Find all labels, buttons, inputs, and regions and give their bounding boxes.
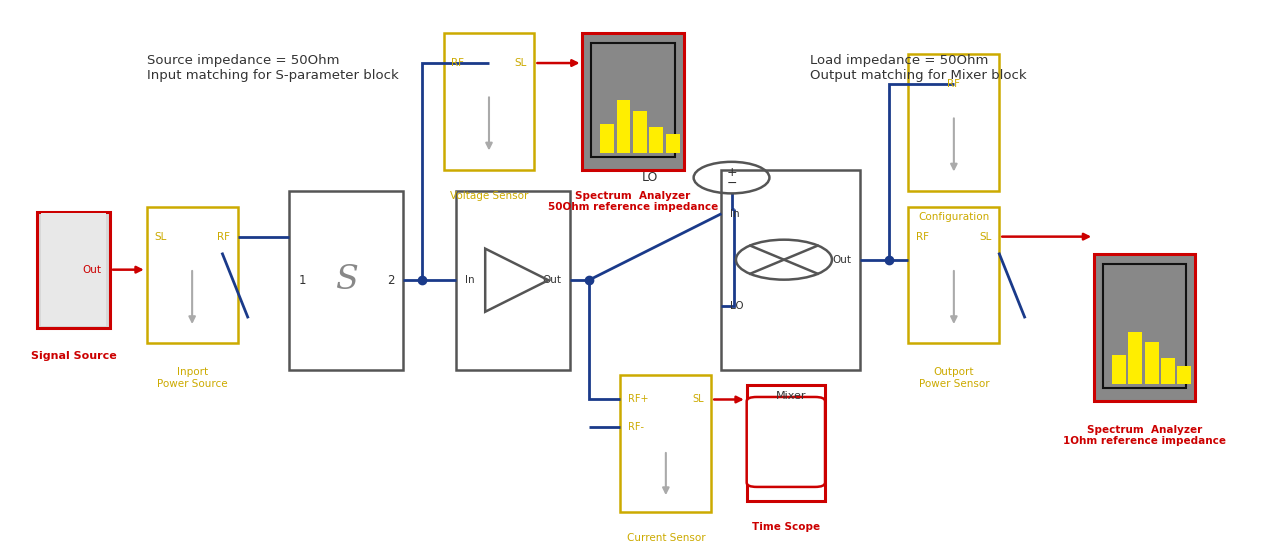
Text: Source impedance = 50Ohm
Input matching for S-parameter block: Source impedance = 50Ohm Input matching … (147, 54, 399, 82)
FancyBboxPatch shape (747, 397, 825, 487)
Bar (1103, 264, 1186, 388)
Text: RF: RF (451, 58, 465, 68)
Text: LO: LO (642, 171, 658, 184)
Bar (1112, 356, 1125, 384)
Text: SL: SL (154, 232, 167, 242)
Bar (620, 375, 711, 512)
Text: Load impedance = 50Ohm
Output matching for Mixer block: Load impedance = 50Ohm Output matching f… (810, 54, 1027, 82)
Bar (1177, 366, 1191, 384)
Text: Spectrum  Analyzer
50Ohm reference impedance: Spectrum Analyzer 50Ohm reference impeda… (548, 191, 718, 212)
Bar (909, 206, 999, 343)
Text: Out: Out (82, 264, 101, 275)
Bar (633, 111, 647, 153)
Bar (617, 100, 630, 153)
Bar (1094, 254, 1195, 401)
Text: SL: SL (693, 395, 704, 405)
Text: In: In (465, 275, 475, 285)
Bar (147, 206, 238, 343)
Bar (1161, 358, 1175, 384)
Text: Voltage Sensor: Voltage Sensor (449, 191, 528, 201)
Text: −: − (727, 176, 737, 190)
Text: RF: RF (947, 79, 961, 89)
Bar (1128, 332, 1142, 384)
Text: 1: 1 (299, 274, 306, 287)
Text: Current Sensor: Current Sensor (627, 533, 705, 542)
Bar (443, 33, 534, 170)
Text: +: + (727, 166, 737, 179)
Text: LO: LO (730, 301, 744, 311)
Text: SL: SL (514, 58, 527, 68)
Bar (1144, 342, 1158, 384)
Bar (582, 33, 684, 170)
Bar (649, 127, 663, 153)
Bar (456, 191, 570, 370)
Bar (909, 54, 999, 191)
Text: RF+: RF+ (628, 395, 648, 405)
Text: Configuration: Configuration (918, 212, 990, 222)
Text: RF: RF (917, 232, 929, 242)
Bar (600, 124, 614, 153)
Bar (591, 43, 675, 156)
Text: Out: Out (833, 255, 852, 264)
Text: SL: SL (980, 232, 991, 242)
Text: In: In (730, 209, 739, 219)
Bar (747, 386, 825, 501)
Bar (666, 135, 680, 153)
Text: Inport
Power Source: Inport Power Source (157, 367, 228, 389)
Text: Out: Out (542, 275, 561, 285)
Text: RF-: RF- (628, 422, 644, 432)
Text: Mixer: Mixer (776, 390, 806, 401)
Text: S: S (334, 264, 358, 296)
Text: Signal Source: Signal Source (30, 351, 116, 361)
Text: Outport
Power Sensor: Outport Power Sensor (919, 367, 989, 389)
Bar (722, 170, 861, 370)
Text: 2: 2 (386, 274, 394, 287)
Bar (290, 191, 403, 370)
Text: Time Scope: Time Scope (752, 522, 820, 532)
Text: RF: RF (216, 232, 230, 242)
Bar (37, 212, 110, 327)
Text: Spectrum  Analyzer
1Ohm reference impedance: Spectrum Analyzer 1Ohm reference impedan… (1063, 425, 1225, 446)
Bar (41, 213, 106, 326)
